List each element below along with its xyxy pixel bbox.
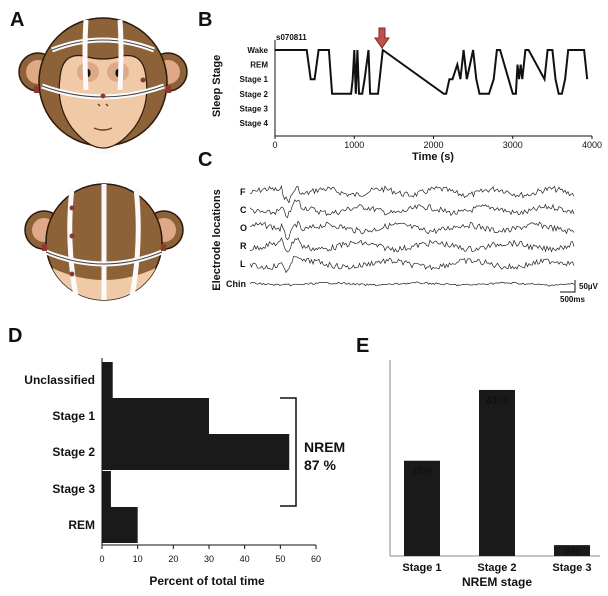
electrode-right: [166, 86, 171, 93]
b-ytick-label: Stage 3: [240, 104, 269, 113]
right-vertical-strap: [117, 19, 124, 91]
b-ytick-label: Stage 4: [240, 119, 269, 128]
e-category-label: Stage 1: [402, 562, 441, 574]
e-data-label: 35%: [411, 466, 433, 478]
b-xtick-label: 3000: [503, 140, 523, 150]
eeg-scale-bar: 50µV 500ms: [560, 280, 599, 304]
left-vertical-strap: [82, 19, 89, 91]
panel-b: B s070811 Sleep Stage Wake REM Stage 1 Stag…: [198, 9, 602, 163]
d-category-label: Unclassified: [24, 373, 95, 387]
eeg-trace: [249, 237, 575, 253]
d-xtick-label: 30: [204, 554, 214, 564]
b-xlabel: Time (s): [412, 151, 454, 163]
d-xtick-label: 60: [311, 554, 321, 564]
e-data-label: 61%: [486, 395, 508, 407]
b-xtick-label: 1000: [344, 140, 364, 150]
b-yticks: Wake REM Stage 1 Stage 2 Stage 3 Stage 4: [240, 46, 269, 128]
electrode-left: [34, 86, 39, 93]
d-bar: [102, 471, 111, 507]
scale-bar-lines: [560, 280, 576, 293]
electrode-label: F: [240, 187, 246, 197]
hypnogram-line: [275, 48, 589, 95]
nose: [97, 103, 109, 107]
electrode-label: L: [240, 259, 246, 269]
e-category-label: Stage 3: [552, 562, 591, 574]
electrode-label: C: [240, 205, 247, 215]
d-xtick-label: 20: [168, 554, 178, 564]
panel-letter-b: B: [198, 9, 212, 31]
electrode-label: R: [240, 241, 247, 251]
e-xlabel: NREM stage: [462, 575, 532, 589]
d-xticks: 0 10 20 30 40 50 60: [99, 545, 321, 564]
eeg-trace: [249, 255, 575, 274]
back-strap-right: [129, 187, 141, 297]
d-category-label: Stage 1: [52, 409, 95, 423]
b-xtick-label: 0: [272, 140, 277, 150]
scale-amplitude: 50µV: [579, 282, 599, 291]
b-ytick-label: Stage 2: [240, 90, 269, 99]
e-category-label: Stage 2: [477, 562, 516, 574]
panel-letter-c: C: [198, 149, 212, 171]
nrem-bracket: [280, 397, 297, 507]
d-bar: [102, 362, 113, 398]
electrode-label: O: [240, 223, 247, 233]
d-category-label: REM: [68, 518, 95, 532]
panel-a: A: [10, 9, 188, 301]
b-xticks: 0 1000 2000 3000 4000: [272, 136, 602, 150]
panel-e: E 35% Stage 1 61% Stage 2 4% Stage 3 NREM sta…: [356, 335, 600, 589]
e-bars: 35% Stage 1 61% Stage 2 4% Stage 3: [402, 389, 592, 574]
d-category-labels: Unclassified Stage 1 Stage 2 Stage 3 REM: [24, 373, 95, 532]
b-xtick-label: 2000: [423, 140, 443, 150]
b-ytick-label: Stage 1: [240, 75, 269, 84]
back-strap-left: [67, 187, 79, 297]
d-bars: [102, 362, 290, 543]
d-xtick-label: 50: [275, 554, 285, 564]
b-xtick-label: 4000: [582, 140, 602, 150]
electrode-label: Chin: [226, 279, 246, 289]
panel-letter-d: D: [8, 325, 22, 347]
mouth: [93, 127, 113, 131]
e-bar: [554, 545, 590, 556]
b-ytick-label: Wake: [247, 46, 268, 55]
eeg-trace: [249, 199, 575, 219]
panel-letter-a: A: [10, 9, 24, 31]
d-category-label: Stage 2: [52, 445, 95, 459]
event-arrow-icon: [374, 27, 390, 49]
b-ylabel: Sleep Stage: [211, 55, 223, 117]
d-category-label: Stage 3: [52, 482, 95, 496]
scale-time: 500ms: [560, 295, 585, 304]
nrem-bracket-label: NREM: [304, 439, 345, 455]
chin-strap: [86, 145, 120, 155]
d-xtick-label: 10: [133, 554, 143, 564]
recording-id: s070811: [276, 33, 307, 42]
c-ylabel: Electrode locations: [211, 189, 223, 290]
eeg-trace: [249, 184, 575, 204]
monkey-back-illustration: [24, 183, 184, 301]
monkey-front-illustration: [18, 17, 188, 155]
e-bar: [404, 460, 440, 556]
d-xtick-label: 40: [240, 554, 250, 564]
electrode-temple: [140, 77, 146, 83]
panel-d: D Unclassified Stage 1 Stage 2 Stage 3 REM 0…: [8, 325, 345, 588]
eeg-trace: [249, 281, 575, 287]
nrem-bracket-value: 87 %: [304, 457, 336, 473]
panel-letter-e: E: [356, 335, 369, 357]
e-data-label: 4%: [563, 546, 580, 558]
d-bar: [102, 434, 290, 470]
d-bar: [102, 398, 209, 434]
eeg-trace: [249, 220, 575, 241]
e-bar: [479, 389, 515, 556]
d-bar: [102, 507, 138, 543]
electrode-forehead: [100, 93, 106, 99]
b-ytick-label: REM: [250, 61, 268, 70]
d-xlabel: Percent of total time: [149, 574, 265, 588]
d-xtick-label: 0: [99, 554, 104, 564]
